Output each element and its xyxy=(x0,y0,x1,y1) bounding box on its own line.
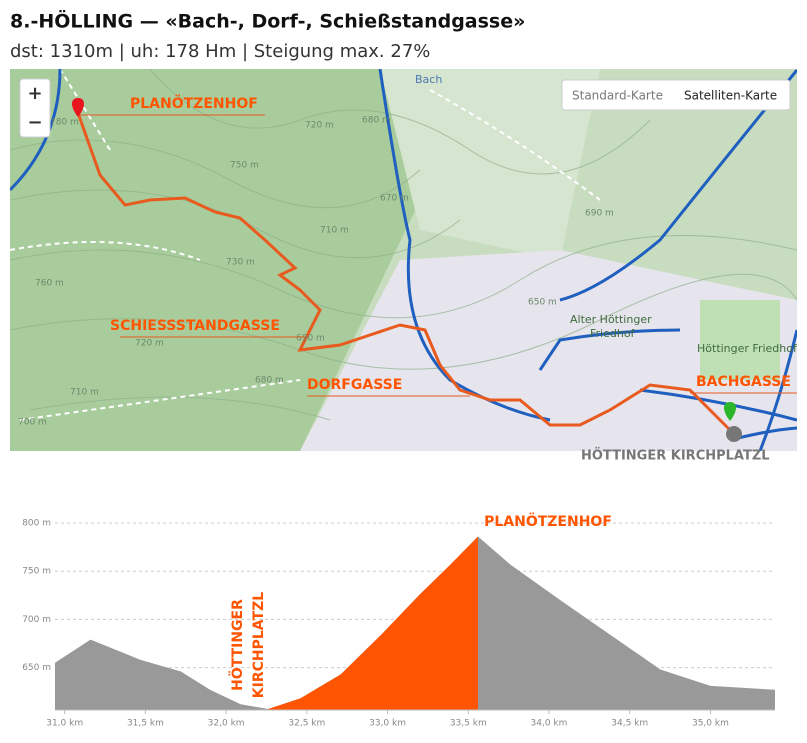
map[interactable]: 780 m 750 m 720 m 710 m 730 m 760 m 720 … xyxy=(10,69,798,451)
meadow xyxy=(380,69,600,260)
start-marker xyxy=(72,98,84,117)
x-tick-label: 31,5 km xyxy=(127,719,164,729)
map-label: 690 m xyxy=(585,209,614,219)
point-marker xyxy=(726,426,742,442)
x-tick-label: 32,0 km xyxy=(208,719,245,729)
x-tick-label: 33,0 km xyxy=(369,719,406,729)
zoom-out[interactable]: − xyxy=(27,112,42,133)
map-label: 690 m xyxy=(296,334,325,344)
x-tick-label: 32,5 km xyxy=(288,719,325,729)
y-tick-label: 700 m xyxy=(22,615,51,625)
zoom-control xyxy=(19,78,51,138)
place-label: HÖTTINGER KIRCHPLATZL xyxy=(581,448,770,464)
map-label: 710 m xyxy=(70,388,99,398)
map-type-control xyxy=(561,79,791,111)
map-label: 720 m xyxy=(135,339,164,349)
x-tick-label: 34,5 km xyxy=(611,719,648,729)
map-label: Bach xyxy=(415,73,442,86)
place-label: PLANÖTZENHOF xyxy=(130,94,258,112)
end-marker xyxy=(724,402,736,421)
x-tick-label: 34,0 km xyxy=(531,719,568,729)
map-type-button[interactable]: Satelliten-Karte xyxy=(684,89,777,103)
annotation: HÖTTINGER xyxy=(228,599,246,691)
y-tick-label: 800 m xyxy=(22,519,51,529)
cemetery xyxy=(700,300,780,380)
contours xyxy=(10,69,797,421)
map-label: 760 m xyxy=(35,279,64,289)
zoom-in[interactable]: + xyxy=(27,83,42,104)
map-label: Höttinger Friedhof xyxy=(697,342,798,355)
x-tick-label: 31,0 km xyxy=(46,719,83,729)
map-label: 750 m xyxy=(230,161,259,171)
map-label: 730 m xyxy=(226,258,255,268)
highlight-area xyxy=(268,536,478,710)
urban-area xyxy=(300,250,797,451)
map-label: Friedhof xyxy=(590,327,636,340)
map-type-button[interactable]: Standard-Karte xyxy=(572,89,663,103)
place-label: DORFGASSE xyxy=(307,377,402,393)
paths xyxy=(10,69,601,421)
map-label: 680 m xyxy=(255,376,284,386)
y-tick-label: 750 m xyxy=(22,567,51,577)
route xyxy=(76,112,732,432)
subtitle: dst: 1310m | uh: 178 Hm | Steigung max. … xyxy=(10,41,430,62)
map-label: 670 m xyxy=(380,194,409,204)
map-label: 710 m xyxy=(320,226,349,236)
y-tick-label: 650 m xyxy=(22,663,51,673)
map-label: 680 m xyxy=(362,116,391,126)
annotation: KIRCHPLATZL xyxy=(251,592,267,698)
place-label: BACHGASSE xyxy=(696,374,791,390)
map-label: 700 m xyxy=(18,418,47,428)
map-label: 780 m xyxy=(50,118,79,128)
x-tick-label: 35,0 km xyxy=(692,719,729,729)
map-label: Alter Höttinger xyxy=(570,313,652,326)
annotation: PLANÖTZENHOF xyxy=(484,512,612,530)
x-tick-label: 33,5 km xyxy=(450,719,487,729)
elevation-chart: 650 m 700 m 750 m 800 m 31,0 km 31,5 km 32,0 k… xyxy=(22,512,775,729)
title: 8.-HÖLLING — «Bach-, Dorf-, Schießstandg… xyxy=(10,9,525,33)
place-label: SCHIESSSTANDGASSE xyxy=(110,318,280,334)
map-label: 650 m xyxy=(528,298,557,308)
map-label: 720 m xyxy=(305,121,334,131)
